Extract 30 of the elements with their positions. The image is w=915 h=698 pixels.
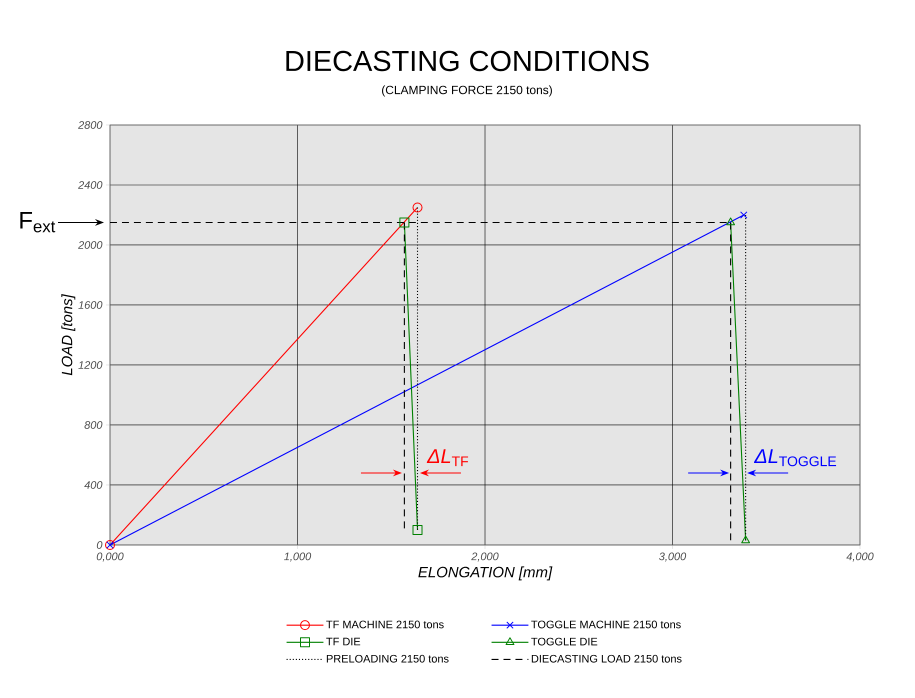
- x-tick-label: 1,000: [284, 552, 312, 562]
- x-tick-label: 2,000: [471, 552, 499, 562]
- legend-label: TOGGLE MACHINE 2150 tons: [531, 620, 681, 628]
- annotation: ΔL$_{TF}$: [426, 449, 468, 466]
- point: [412, 202, 423, 212]
- chart-subtitle: (CLAMPING FORCE 2150 tons): [382, 85, 552, 97]
- x-tick-label: 0,000: [96, 552, 124, 562]
- point: [412, 524, 423, 535]
- legend-label: PRELOADING 2150 tons: [326, 654, 449, 663]
- point: [740, 211, 748, 219]
- x-axis-title: ELONGATION [mm]: [418, 566, 552, 580]
- y-tick-label: 800: [84, 421, 102, 429]
- legend-label: TF DIE: [326, 638, 360, 646]
- legend-label: TF MACHINE 2150 tons: [326, 620, 444, 628]
- y-tick-label: 400: [84, 481, 102, 489]
- legend-label: TOGGLE DIE: [531, 638, 598, 646]
- annotation: ΔL$_{TOGGLE}$: [754, 449, 836, 466]
- chart-title: DIECASTING CONDITIONS: [286, 50, 649, 72]
- legend-label: DIECASTING LOAD 2150 tons: [532, 654, 682, 663]
- y-tick-label: 1600: [78, 301, 102, 309]
- y-tick-label: 0: [96, 541, 102, 549]
- point: [399, 217, 410, 228]
- y-tick-label: 2800: [78, 121, 102, 129]
- y-tick-label: 1200: [78, 361, 102, 369]
- y-axis-title: LOAD [tons]: [61, 294, 76, 376]
- annotation: F$_{ext}$: [20, 212, 56, 232]
- x-tick-label: 4,000: [846, 552, 874, 562]
- x-tick-label: 3,000: [659, 552, 686, 562]
- y-tick-label: 2400: [78, 181, 102, 189]
- y-tick-label: 2000: [78, 241, 102, 249]
